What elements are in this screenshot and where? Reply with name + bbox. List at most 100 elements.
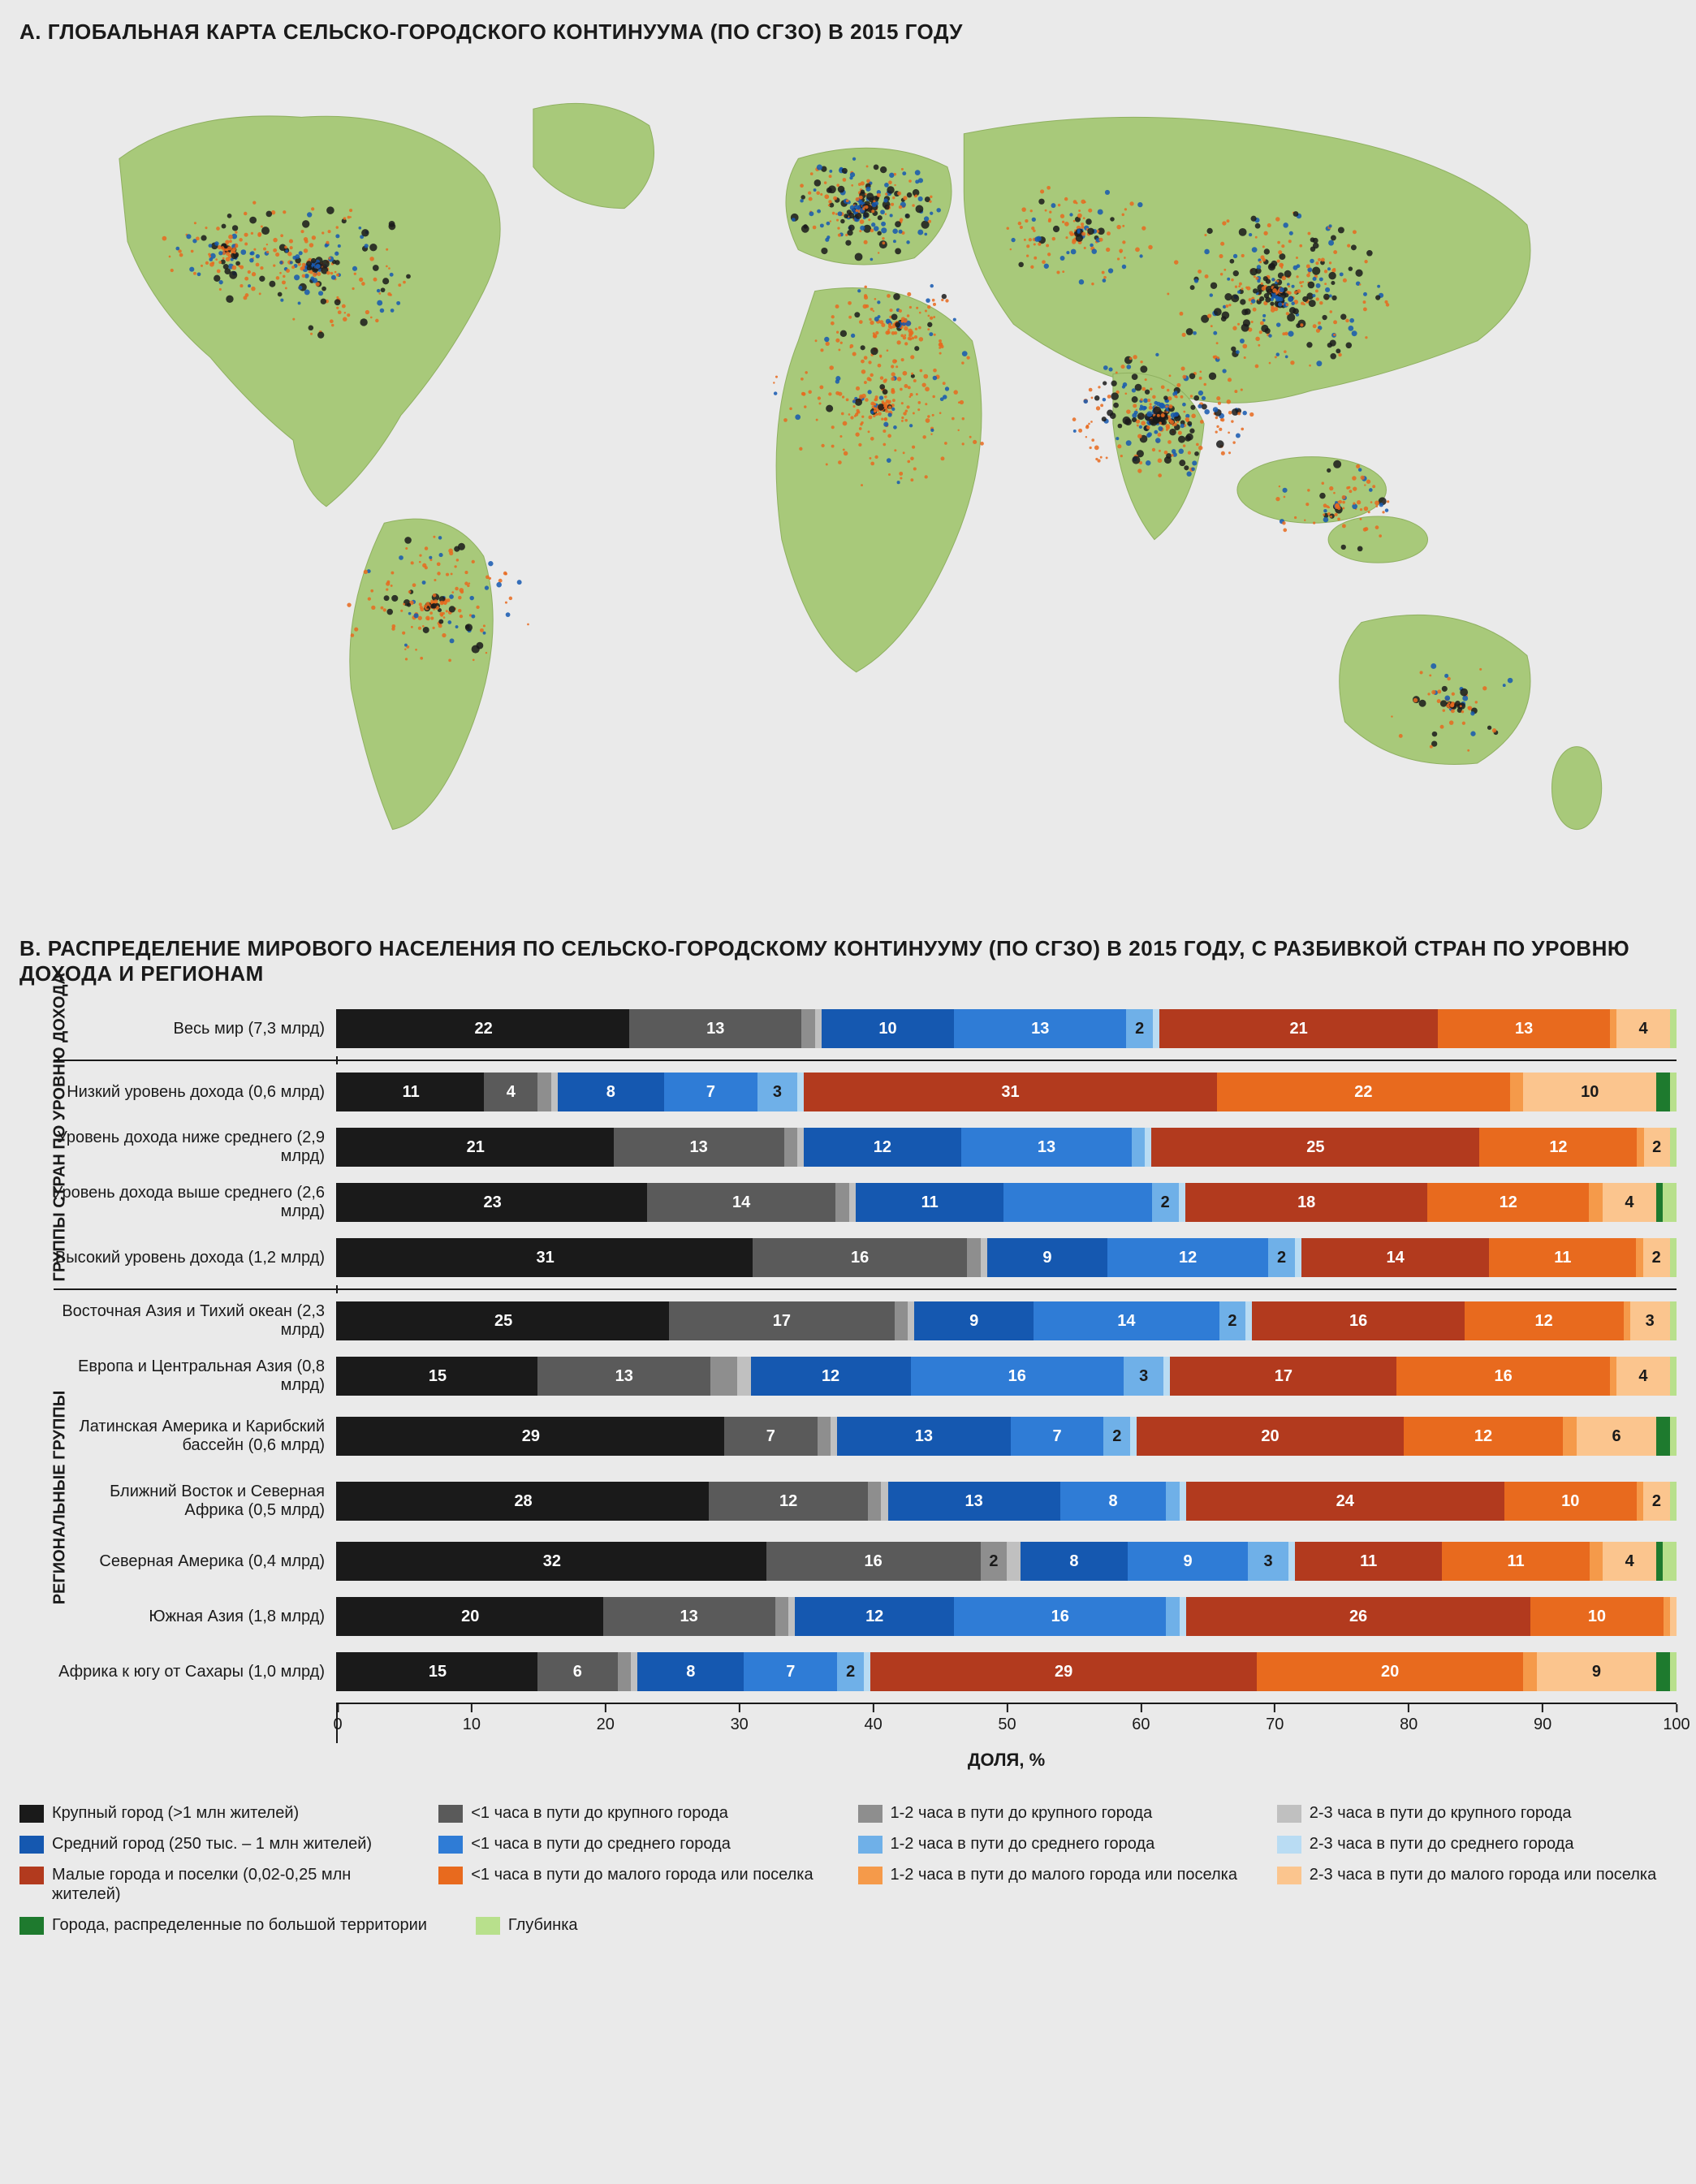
bar-segment [537, 1073, 550, 1111]
bar-segment: 13 [954, 1009, 1126, 1048]
row-label: Северная Америка (0,4 млрд) [52, 1552, 336, 1571]
bar-segment: 7 [664, 1073, 757, 1111]
legend-swatch [858, 1867, 883, 1884]
x-tick: 70 [1266, 1704, 1284, 1734]
bar-track: 3216289311114 [336, 1542, 1677, 1581]
bar-segment [1179, 1183, 1185, 1222]
legend-label: 2-3 часа в пути до среднего города [1310, 1834, 1574, 1854]
x-tick: 30 [731, 1704, 749, 1734]
row-label: Южная Азия (1,8 млрд) [52, 1608, 336, 1626]
bar-segment [710, 1357, 737, 1396]
bar-segment: 14 [1301, 1238, 1489, 1277]
bar-segment: 9 [1537, 1652, 1657, 1691]
bar-segment [881, 1482, 887, 1521]
bar-segment [1663, 1542, 1676, 1581]
bar-segment: 7 [724, 1417, 818, 1456]
bar-segment: 29 [870, 1652, 1257, 1691]
legend-item: <1 часа в пути до крупного города [438, 1803, 838, 1823]
bar-segment [1145, 1128, 1151, 1167]
bar-segment [784, 1128, 797, 1167]
bar-segment: 15 [338, 1652, 537, 1691]
bar-segment [1670, 1597, 1677, 1636]
bar-segment: 11 [856, 1183, 1003, 1222]
bar-segment [908, 1301, 914, 1340]
bar-segment: 29 [338, 1417, 724, 1456]
chart-row: Европа и Центральная Азия (0,8 млрд)1513… [52, 1349, 1677, 1404]
row-label: Африка к югу от Сахары (1,0 млрд) [52, 1663, 336, 1681]
bar-segment: 12 [1107, 1238, 1268, 1277]
bar-segment: 9 [987, 1238, 1107, 1277]
bar-segment [1163, 1357, 1170, 1396]
bar-track: 114873312210 [336, 1073, 1677, 1111]
bar-segment: 14 [1034, 1301, 1219, 1340]
bar-segment: 12 [1465, 1301, 1624, 1340]
legend-label: <1 часа в пути до малого города или посе… [471, 1865, 813, 1884]
legend-item: 1-2 часа в пути до среднего города [858, 1834, 1258, 1854]
bar-segment [831, 1417, 837, 1456]
bar-segment [775, 1597, 788, 1636]
legend-item: Малые города и поселки (0,02-0,25 млн жи… [19, 1865, 419, 1904]
bar-segment [737, 1357, 750, 1396]
bar-segment [1656, 1417, 1669, 1456]
bar-segment: 7 [744, 1652, 837, 1691]
bar-segment [849, 1183, 856, 1222]
bar-segment [1656, 1183, 1663, 1222]
bar-segment [1670, 1238, 1677, 1277]
legend-label: 1-2 часа в пути до малого города или пос… [891, 1865, 1237, 1884]
bar-segment: 2 [1643, 1482, 1670, 1521]
legend: Крупный город (>1 млн жителей)<1 часа в … [19, 1803, 1677, 1935]
legend-label: Средний город (250 тыс. – 1 млн жителей) [52, 1834, 372, 1854]
bar-segment: 25 [338, 1301, 669, 1340]
bar-segment: 17 [1170, 1357, 1396, 1396]
row-label: Весь мир (7,3 млрд) [52, 1020, 336, 1038]
bar-segment: 11 [338, 1073, 484, 1111]
bar-segment: 2 [1126, 1009, 1153, 1048]
bar-segment: 6 [1577, 1417, 1656, 1456]
bar-segment: 22 [338, 1009, 629, 1048]
bar-segment: 4 [484, 1073, 537, 1111]
chart-row: Высокий уровень дохода (1,2 млрд)3116912… [52, 1230, 1677, 1285]
bar-segment [981, 1238, 987, 1277]
chart-row: Весь мир (7,3 млрд)22131013221134 [52, 1001, 1677, 1056]
bar-segment: 21 [338, 1128, 614, 1167]
legend-swatch [858, 1805, 883, 1823]
bar-segment [551, 1073, 558, 1111]
bar-segment: 7 [1011, 1417, 1104, 1456]
bar-segment [1180, 1482, 1186, 1521]
bar-segment [1288, 1542, 1295, 1581]
bar-segment: 13 [614, 1128, 784, 1167]
legend-item: Глубинка [476, 1915, 578, 1935]
x-tick: 50 [998, 1704, 1016, 1734]
bar-segment: 13 [888, 1482, 1060, 1521]
bar-segment [1670, 1357, 1677, 1396]
chart-row: Уровень дохода выше среднего (2,6 млрд)2… [52, 1175, 1677, 1230]
chart-row: Африка к югу от Сахары (1,0 млрд)1568722… [52, 1644, 1677, 1699]
bar-segment [868, 1482, 881, 1521]
bar-segment: 10 [1523, 1073, 1656, 1111]
bar-segment: 2 [837, 1652, 864, 1691]
legend-swatch [476, 1917, 500, 1935]
bar-segment [1153, 1009, 1159, 1048]
bar-track: 2113121325122 [336, 1128, 1677, 1167]
bar-segment [1130, 1417, 1137, 1456]
bar-segment [1563, 1417, 1576, 1456]
bar-segment: 10 [1504, 1482, 1637, 1521]
bar-track: 2517914216123 [336, 1301, 1677, 1340]
bar-segment [1007, 1542, 1020, 1581]
bar-segment: 3 [1248, 1542, 1288, 1581]
bar-segment: 3 [757, 1073, 797, 1111]
bar-segment: 16 [753, 1238, 967, 1277]
bar-track: 201312162610 [336, 1597, 1677, 1636]
bar-segment: 12 [795, 1597, 954, 1636]
bar-segment: 3 [1124, 1357, 1163, 1396]
legend-label: 2-3 часа в пути до крупного города [1310, 1803, 1572, 1823]
row-label: Низкий уровень дохода (0,6 млрд) [52, 1083, 336, 1102]
legend-item: <1 часа в пути до малого города или посе… [438, 1865, 838, 1904]
legend-swatch [19, 1836, 44, 1854]
x-tick: 20 [597, 1704, 615, 1734]
legend-swatch [1277, 1867, 1301, 1884]
bar-segment [1636, 1238, 1642, 1277]
chart-row: Низкий уровень дохода (0,6 млрд)11487331… [52, 1064, 1677, 1120]
x-tick: 90 [1534, 1704, 1551, 1734]
bar-segment [967, 1238, 980, 1277]
